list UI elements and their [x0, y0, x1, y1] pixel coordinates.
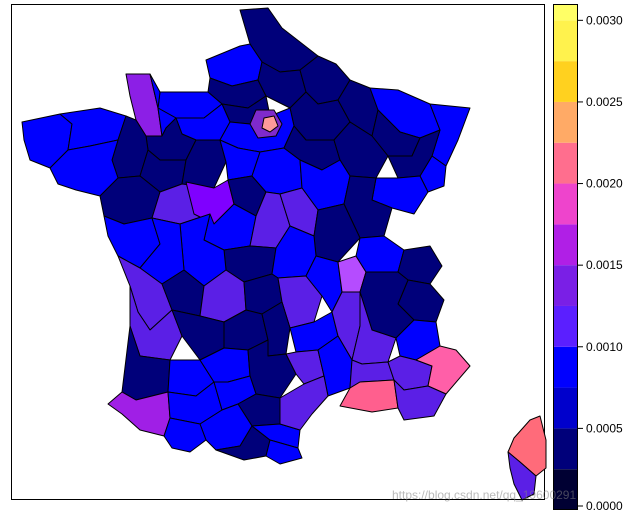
region-morbihan: [49, 139, 119, 197]
legend-bin-7: [553, 183, 578, 225]
legend-tick-label-3: 0.0015: [586, 258, 623, 272]
legend-bin-6: [553, 224, 578, 266]
region-aude: [251, 423, 301, 449]
region-corse-du-sud: [507, 451, 537, 501]
legend-bin-4: [553, 305, 578, 347]
legend-bin-10: [553, 61, 578, 102]
legend-frame: [553, 4, 578, 510]
color-legend: 0.0030 0.0025 0.0020 0.0015 0.0010 0.0005 0.00…: [553, 4, 643, 513]
legend-bin-9: [553, 101, 578, 143]
legend-bin-5: [553, 265, 578, 306]
region-pyrenees-orientales: [265, 439, 303, 465]
legend-tick-label-4: 0.0010: [586, 340, 623, 354]
corsica: [507, 415, 547, 501]
watermark-text: https://blog.csdn.net/qq_19600291: [392, 488, 577, 502]
region-hautes-pyrenees: [163, 417, 207, 453]
legend-bin-11: [553, 20, 578, 62]
region-ain: [355, 235, 405, 273]
region-alpes-maritimes: [415, 345, 471, 395]
legend-tick-label-5: 0.0005: [586, 421, 623, 435]
france-choropleth-map: [21, 7, 547, 501]
legend-bin-0: [553, 469, 578, 510]
legend-bin-3: [553, 346, 578, 388]
legend-colorbar: 0.0030 0.0025 0.0020 0.0015 0.0010 0.0005 0.00…: [553, 4, 623, 513]
legend-tick-label-0: 0.0030: [586, 13, 623, 27]
region-var: [393, 379, 447, 421]
legend-bin-12: [553, 4, 578, 21]
region-herault: [279, 375, 329, 431]
legend-tick-label-2: 0.0020: [586, 177, 623, 191]
mainland-france: [21, 7, 471, 465]
region-paris-center: [261, 115, 279, 133]
legend-bin-2: [553, 387, 578, 429]
legend-tick-label-1: 0.0025: [586, 95, 623, 109]
legend-bin-1: [553, 428, 578, 470]
legend-tick-label-6: 0.0000: [586, 499, 623, 512]
legend-bin-8: [553, 142, 578, 184]
